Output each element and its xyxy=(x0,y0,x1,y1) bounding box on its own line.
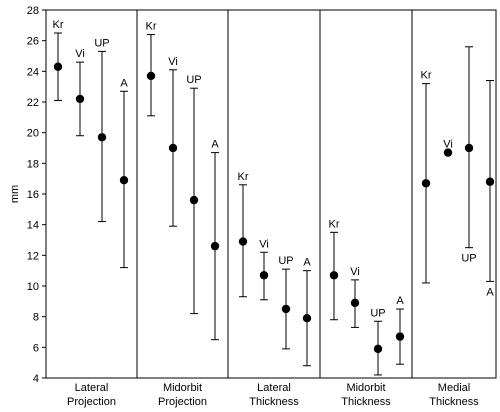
y-tick-label: 18 xyxy=(27,158,39,170)
y-tick-label: 14 xyxy=(27,220,39,232)
y-axis-title: mm xyxy=(9,185,21,203)
group-label: Thickness xyxy=(341,396,391,408)
y-tick-label: 6 xyxy=(33,342,39,354)
group-label: Medial xyxy=(438,382,470,394)
group-label: Projection xyxy=(158,396,207,408)
point-label: Kr xyxy=(238,171,249,183)
data-point xyxy=(443,148,453,157)
point-label: UP xyxy=(94,37,109,49)
data-point xyxy=(168,143,178,153)
point-label: UP xyxy=(461,253,476,265)
group-label: Lateral xyxy=(257,382,291,394)
data-point xyxy=(97,133,107,142)
data-point xyxy=(119,176,129,185)
group-label: Lateral xyxy=(75,382,109,394)
group-label: Midorbit xyxy=(163,382,202,394)
y-tick-label: 12 xyxy=(27,250,39,262)
data-point xyxy=(350,298,360,308)
data-point xyxy=(146,71,156,81)
point-label: A xyxy=(211,139,219,151)
y-tick-label: 28 xyxy=(27,5,39,17)
point-label: Kr xyxy=(146,21,157,33)
point-label: Vi xyxy=(168,56,178,68)
y-tick-label: 22 xyxy=(27,97,39,109)
data-point xyxy=(485,177,495,186)
point-label: Kr xyxy=(53,19,64,31)
group-label: Midorbit xyxy=(346,382,385,394)
data-point xyxy=(259,271,269,280)
data-point xyxy=(329,271,339,280)
data-point xyxy=(210,241,220,251)
data-point xyxy=(373,344,383,354)
point-label: Vi xyxy=(75,48,85,60)
point-label: A xyxy=(120,77,128,89)
point-label: Vi xyxy=(350,266,360,278)
y-tick-label: 4 xyxy=(33,373,39,385)
data-point xyxy=(238,237,248,246)
data-point xyxy=(53,62,63,71)
group-label: Thickness xyxy=(249,396,299,408)
group-label: Projection xyxy=(67,396,116,408)
data-point xyxy=(421,179,431,188)
data-point xyxy=(281,304,291,314)
plot-frame xyxy=(45,9,497,379)
y-tick-label: 16 xyxy=(27,189,39,201)
data-point xyxy=(75,94,85,104)
y-tick-label: 24 xyxy=(27,66,39,78)
point-label: UP xyxy=(186,74,201,86)
point-label: A xyxy=(486,286,494,298)
group-label: Thickness xyxy=(429,396,479,408)
data-point xyxy=(189,195,199,205)
point-label: A xyxy=(396,295,404,307)
data-point xyxy=(395,332,405,341)
point-label: Kr xyxy=(329,218,340,230)
y-tick-label: 26 xyxy=(27,36,39,48)
point-label: UP xyxy=(278,255,293,267)
y-tick-label: 8 xyxy=(33,312,39,324)
point-label: Kr xyxy=(421,70,432,82)
point-label: Vi xyxy=(259,238,269,250)
y-tick-label: 20 xyxy=(27,128,39,140)
data-point xyxy=(464,143,474,153)
y-tick-label: 10 xyxy=(27,281,39,293)
point-label: A xyxy=(303,257,311,269)
point-label: Vi xyxy=(443,139,453,151)
data-point xyxy=(302,314,312,323)
point-label: UP xyxy=(370,307,385,319)
